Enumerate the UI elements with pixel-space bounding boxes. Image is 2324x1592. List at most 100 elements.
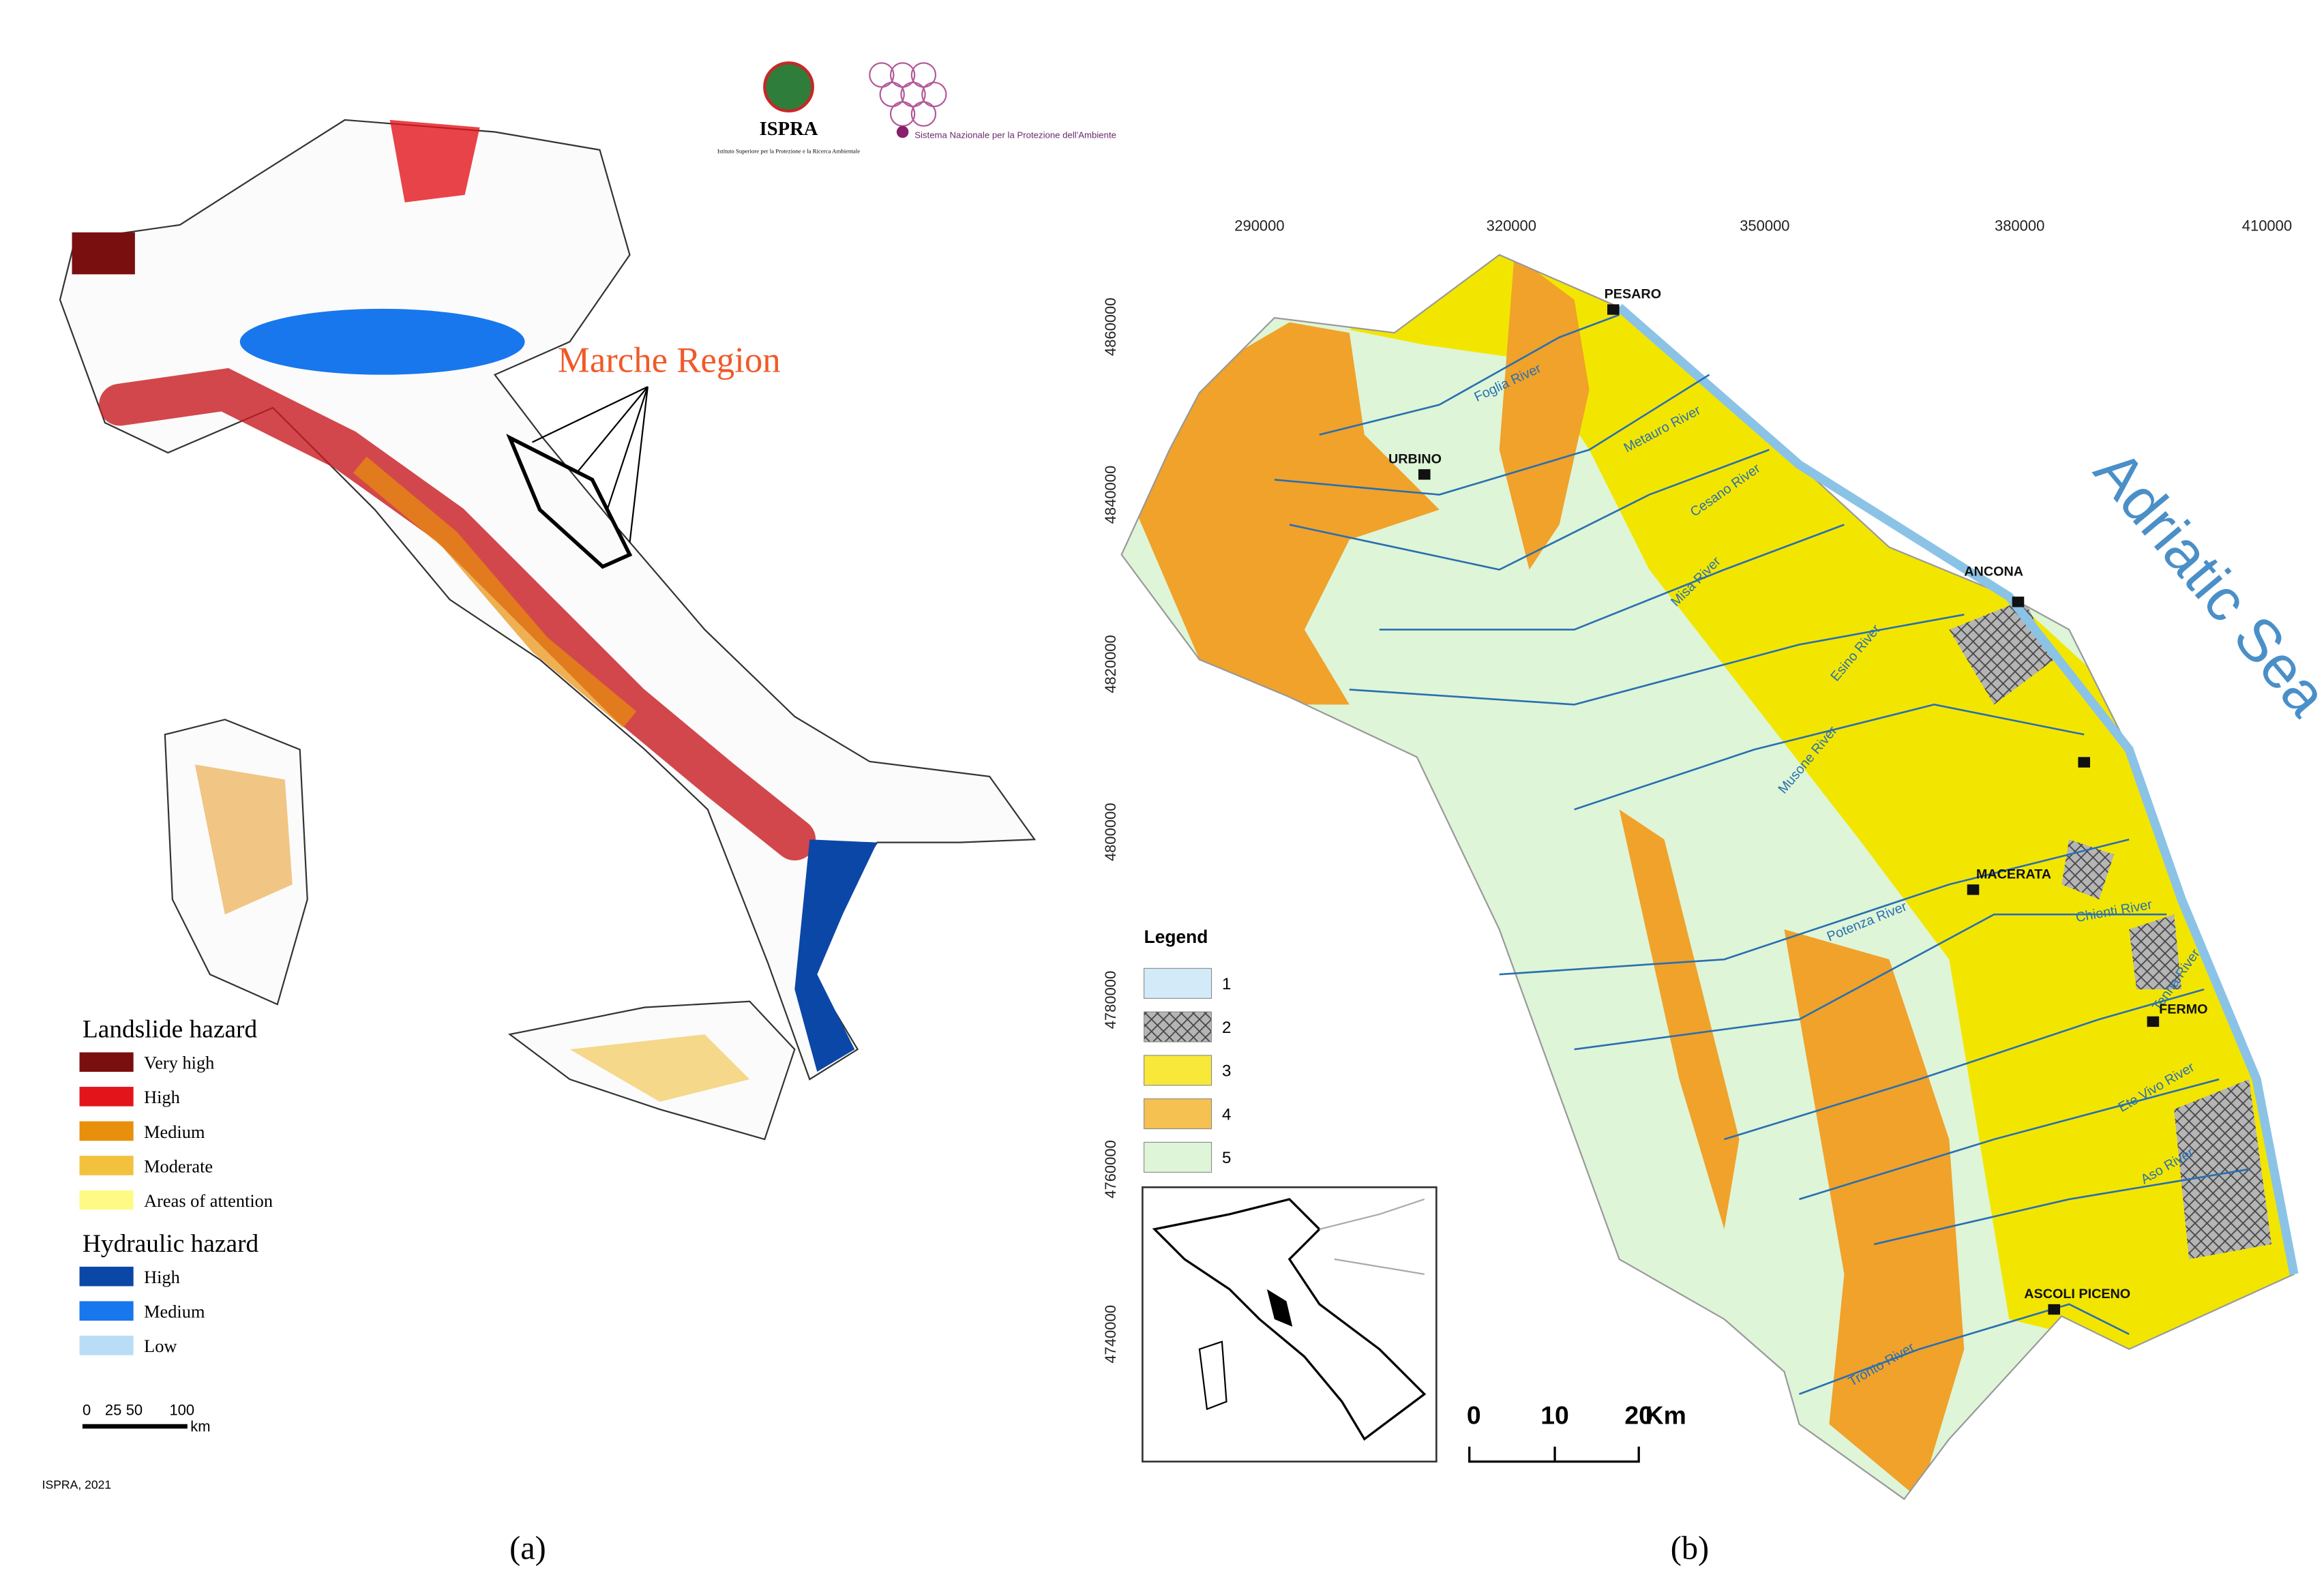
legend-heading: Landslide hazard bbox=[83, 1015, 258, 1043]
logo-network: Sistema Nazionale per la Protezione dell… bbox=[914, 130, 1116, 140]
alps-high bbox=[389, 119, 480, 202]
apennines-hazard bbox=[99, 367, 816, 861]
zone-2 bbox=[1949, 599, 2272, 1259]
zone-4c bbox=[1784, 929, 1965, 1499]
legend-label: Low bbox=[144, 1336, 177, 1356]
logo-name: ISPRA bbox=[760, 119, 818, 140]
scale-tick-label: 0 bbox=[1467, 1401, 1481, 1430]
scale-unit: km bbox=[190, 1418, 210, 1435]
zone-4d bbox=[1619, 809, 1740, 1229]
scale-unit: Km bbox=[1645, 1401, 1686, 1430]
legend-label: 2 bbox=[1222, 1019, 1231, 1037]
po-valley bbox=[239, 308, 525, 375]
scale-bar bbox=[82, 1424, 188, 1429]
emblem bbox=[763, 61, 814, 112]
x-coordinate: 290000 bbox=[1234, 217, 1284, 235]
legend-swatch bbox=[79, 1156, 134, 1175]
inset-marche bbox=[1266, 1289, 1293, 1327]
legend-label: Moderate bbox=[144, 1156, 213, 1176]
snpa-dot bbox=[896, 125, 909, 138]
snpa-logo bbox=[869, 62, 947, 127]
italy-map bbox=[59, 119, 1037, 1141]
legend-label: 5 bbox=[1222, 1149, 1231, 1167]
coast bbox=[1616, 303, 2299, 1276]
city-label: ASCOLI PICENO bbox=[2024, 1287, 2130, 1302]
city-label: PESARO bbox=[1605, 287, 1661, 302]
y-coordinate: 4820000 bbox=[1102, 635, 1119, 693]
legend-swatch bbox=[1144, 1141, 1212, 1173]
legend-swatch bbox=[79, 1301, 134, 1321]
alps-very-high bbox=[72, 232, 135, 275]
scale-tick-label: 25 bbox=[105, 1402, 121, 1419]
legend-label: 1 bbox=[1222, 975, 1231, 993]
x-coordinate: 350000 bbox=[1740, 217, 1789, 235]
legend-swatch bbox=[79, 1087, 134, 1107]
inset-italy bbox=[1152, 1198, 1427, 1441]
scale-ticks: 0 25 50 100 bbox=[83, 1402, 194, 1419]
scale-bar-a: 0 25 50 100 km bbox=[82, 1402, 211, 1435]
legend-label: High bbox=[144, 1087, 180, 1107]
legend-label: Very high bbox=[144, 1053, 214, 1073]
sardinia-hazard bbox=[194, 764, 293, 915]
legend-label: Areas of attention bbox=[144, 1190, 273, 1211]
city-label: FERMO bbox=[2159, 1002, 2207, 1017]
scale-tick-label: 100 bbox=[169, 1402, 194, 1419]
legend-swatch bbox=[1144, 1011, 1212, 1042]
inset-borders bbox=[1319, 1198, 1425, 1275]
legend-swatch bbox=[79, 1052, 134, 1072]
zone-4a bbox=[1121, 322, 1440, 705]
y-coordinate: 4740000 bbox=[1102, 1305, 1119, 1364]
y-coordinate: 4780000 bbox=[1102, 971, 1119, 1030]
legend-label: Medium bbox=[144, 1122, 205, 1142]
marche-outline bbox=[506, 434, 633, 569]
legend-swatch bbox=[79, 1121, 134, 1141]
sicily-hazard bbox=[569, 1034, 750, 1102]
y-coordinate: 4860000 bbox=[1102, 298, 1119, 357]
logos bbox=[763, 61, 947, 138]
rivers bbox=[1274, 314, 2250, 1396]
legend-swatch bbox=[1144, 1055, 1212, 1086]
sea-label: Adriatic Sea bbox=[2082, 437, 2324, 728]
y-coordinate: 4840000 bbox=[1102, 466, 1119, 524]
legend-swatch bbox=[79, 1336, 134, 1355]
legend-swatch bbox=[1144, 1098, 1212, 1130]
logo-institute: Istituto Superiore per la Protezione e l… bbox=[717, 147, 860, 154]
city-label: ANCONA bbox=[1964, 564, 2023, 579]
hazard-legend: Landslide hazard Very high High Medium Moder… bbox=[79, 1015, 273, 1356]
scale-tick-label: 20 bbox=[1624, 1401, 1653, 1430]
inset-map bbox=[1142, 1186, 1437, 1463]
legend-label: Medium bbox=[144, 1302, 205, 1322]
legend-heading: Hydraulic hazard bbox=[83, 1230, 259, 1258]
coordinates: 290000 320000 350000 380000 410000 4860000 484… bbox=[1102, 217, 2292, 1364]
credit: ISPRA, 2021 bbox=[42, 1477, 112, 1491]
legend-label: High bbox=[144, 1267, 180, 1287]
legend-swatch bbox=[79, 1266, 134, 1287]
y-coordinate: 4800000 bbox=[1102, 803, 1119, 862]
scale-tick-label: 10 bbox=[1540, 1401, 1569, 1430]
city-label: URBINO bbox=[1388, 451, 1442, 466]
zone-legend: 1 2 3 4 5 bbox=[1144, 967, 1231, 1173]
caption-a: (a) bbox=[509, 1531, 546, 1567]
legend-label: 3 bbox=[1222, 1062, 1231, 1081]
calabria bbox=[794, 839, 878, 1072]
legend-label: 4 bbox=[1222, 1105, 1231, 1124]
annotation-lines bbox=[532, 386, 649, 543]
inset-sardinia bbox=[1198, 1340, 1227, 1411]
medium-hazard bbox=[353, 456, 637, 728]
zone-3 bbox=[1349, 254, 2295, 1349]
x-coordinate: 380000 bbox=[1995, 217, 2044, 235]
scale-bar bbox=[1468, 1446, 1640, 1463]
scale-tick-label: 0 bbox=[83, 1402, 91, 1419]
y-coordinate: 4760000 bbox=[1102, 1140, 1119, 1199]
x-coordinate: 320000 bbox=[1487, 217, 1536, 235]
x-coordinate: 410000 bbox=[2242, 217, 2292, 235]
scale-tick-label: 50 bbox=[126, 1402, 143, 1419]
region-annotation: Marche Region bbox=[558, 340, 781, 380]
city-label: MACERATA bbox=[1976, 867, 2051, 882]
legend-swatch bbox=[79, 1190, 134, 1210]
city-markers bbox=[1418, 304, 2160, 1315]
